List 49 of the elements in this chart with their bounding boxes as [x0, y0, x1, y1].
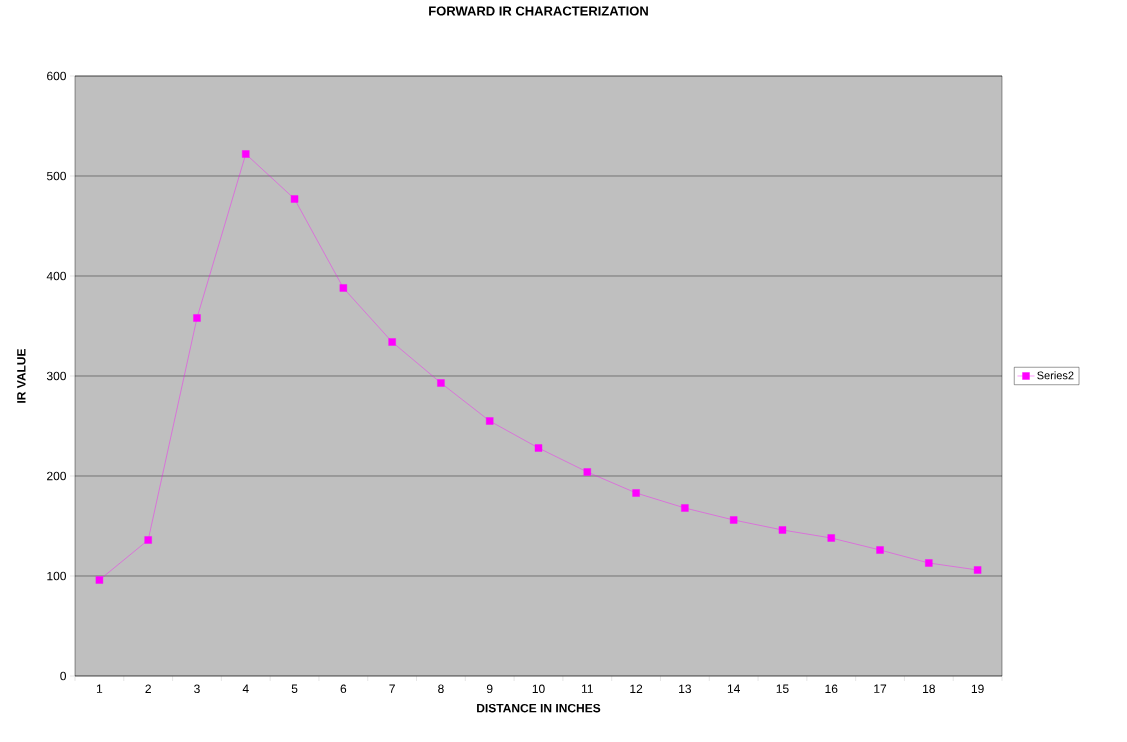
point [827, 534, 835, 542]
point [242, 150, 250, 158]
x-axis-title: DISTANCE IN INCHES [477, 703, 601, 713]
point [534, 444, 543, 452]
x-tick-label: 6 [340, 684, 347, 694]
chart-title: FORWARD IR CHARACTERIZATION [429, 6, 648, 16]
point [583, 468, 591, 476]
point [729, 516, 738, 524]
x-tick-label: 11 [581, 684, 593, 693]
x-tick-label: 16 [825, 684, 838, 694]
x-tick-label: 18 [923, 684, 935, 694]
x-tick-label: 3 [194, 684, 200, 694]
y-tick-label: 600 [47, 71, 66, 81]
point [388, 338, 396, 346]
point [339, 284, 348, 292]
x-tick-label: 13 [679, 684, 692, 694]
x-tick-label: 9 [486, 684, 493, 694]
x-tick-label: 2 [145, 684, 151, 693]
point [193, 314, 201, 322]
point [778, 526, 787, 534]
y-tick-label: 300 [46, 371, 66, 381]
y-axis-title: IR VALUE [17, 348, 26, 403]
x-tick-label: 7 [389, 684, 395, 693]
point [925, 559, 933, 567]
x-tick-label: 15 [776, 684, 789, 693]
point [681, 504, 689, 512]
x-tick-label: 5 [291, 684, 298, 693]
y-tick-label: 100 [47, 571, 66, 581]
x-tick-label: 10 [532, 684, 545, 694]
point [632, 489, 640, 497]
legend-label: Series2 [1037, 371, 1074, 380]
point [95, 576, 104, 584]
point [290, 195, 299, 203]
point [437, 379, 445, 387]
point [144, 536, 152, 544]
y-tick-label: 400 [46, 271, 66, 281]
point [973, 566, 982, 574]
x-tick-label: 8 [438, 684, 444, 694]
y-tick-label: 500 [46, 171, 66, 181]
y-tick-label: 0 [60, 671, 67, 681]
x-tick-label: 19 [971, 684, 984, 694]
point [876, 546, 884, 554]
y-tick-label: 200 [47, 471, 66, 481]
x-tick-label: 1 [96, 684, 103, 693]
x-tick-label: 14 [727, 684, 740, 693]
x-tick-label: 17 [874, 684, 887, 693]
x-tick-label: 12 [630, 684, 643, 693]
point [486, 417, 494, 425]
x-tick-label: 4 [242, 684, 249, 693]
